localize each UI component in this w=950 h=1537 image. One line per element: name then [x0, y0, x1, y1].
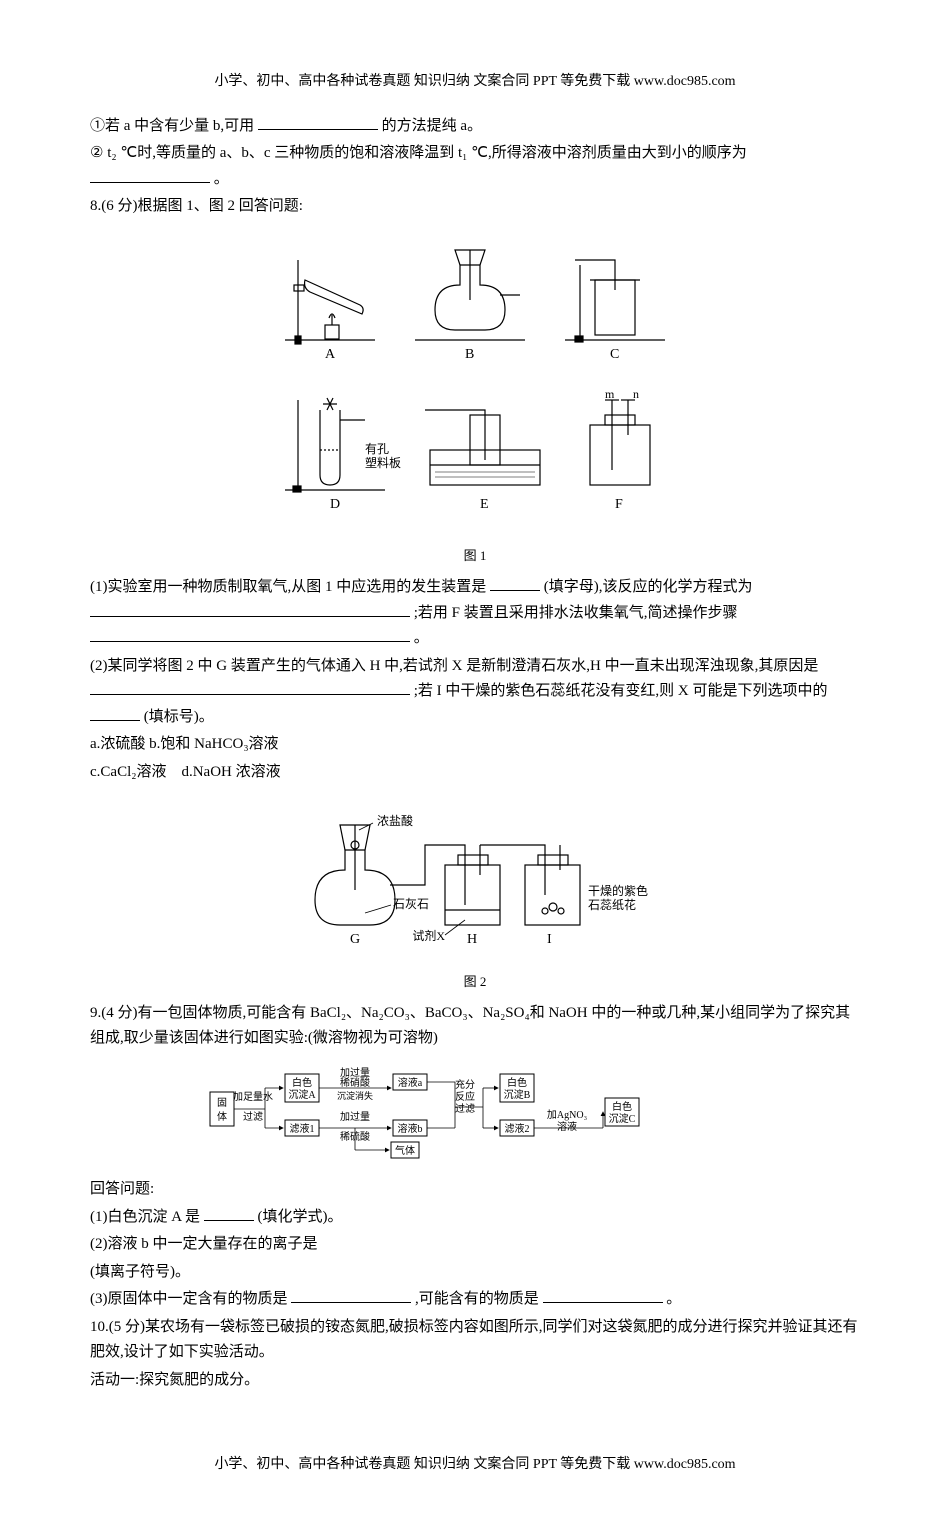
- hcl-label: 浓盐酸: [377, 813, 413, 828]
- label-F: F: [615, 497, 623, 512]
- q9-2b: (填离子符号)。: [90, 1260, 860, 1286]
- svg-text:白色: 白色: [507, 1076, 527, 1089]
- label-B: B: [465, 347, 474, 362]
- label-m: m: [605, 387, 615, 401]
- page-header: 小学、初中、高中各种试卷真题 知识归纳 文案合同 PPT 等免费下载 www.d…: [90, 70, 860, 94]
- label-E: E: [480, 497, 489, 512]
- figure-2: 浓盐酸 石灰石 试剂X 干燥的紫色 石蕊纸花 G H I: [90, 795, 860, 965]
- svg-text:稀硝酸: 稀硝酸: [340, 1076, 370, 1089]
- svg-text:稀硫酸: 稀硫酸: [340, 1130, 370, 1143]
- svg-text:白色: 白色: [612, 1100, 632, 1113]
- q9-title: 9.(4 分)有一包固体物质,可能含有 BaCl₂、Na₂CO₃、BaCO₃、N…: [90, 1001, 860, 1052]
- blank: [258, 114, 378, 130]
- svg-text:加AgNO₃: 加AgNO₃: [547, 1109, 587, 1121]
- q8-1: (1)实验室用一种物质制取氧气,从图 1 中应选用的发生装置是 (填字母),该反…: [90, 575, 860, 652]
- q7-line1: ①若 a 中含有少量 b,可用 的方法提纯 a。: [90, 114, 860, 140]
- svg-text:滤液2: 滤液2: [505, 1122, 530, 1135]
- blank: [90, 679, 410, 695]
- q9-3: (3)原固体中一定含有的物质是 ,可能含有的物质是 。: [90, 1287, 860, 1313]
- label-G: G: [350, 932, 360, 947]
- dry-label: 干燥的紫色: [588, 883, 648, 898]
- label-I: I: [547, 932, 552, 947]
- q8-1a: (1)实验室用一种物质制取氧气,从图 1 中应选用的发生装置是: [90, 579, 486, 595]
- porous-label: 有孔: [365, 442, 389, 456]
- q8-1c: ;若用 F 装置且采用排水法收集氧气,简述操作步骤: [414, 605, 738, 621]
- q10-activity: 活动一:探究氮肥的成分。: [90, 1368, 860, 1394]
- period: 。: [214, 171, 229, 187]
- svg-text:滤液1: 滤液1: [290, 1122, 315, 1135]
- svg-text:体: 体: [217, 1111, 227, 1123]
- q9-2: (2)溶液 b 中一定大量存在的离子是: [90, 1232, 860, 1258]
- q8-2b: ;若 I 中干燥的紫色石蕊纸花没有变红,则 X 可能是下列选项中的: [414, 683, 828, 699]
- svg-text:溶液b: 溶液b: [398, 1122, 423, 1135]
- flower-label: 石蕊纸花: [588, 897, 636, 912]
- fig2-caption: 图 2: [90, 971, 860, 993]
- label-C: C: [610, 347, 619, 362]
- q8-opts-cd: c.CaCl₂溶液 d.NaOH 浓溶液: [90, 760, 860, 786]
- q9-3a: (3)原固体中一定含有的物质是: [90, 1291, 288, 1307]
- blank: [90, 626, 410, 642]
- svg-text:加过量: 加过量: [340, 1110, 370, 1123]
- stone-label: 石灰石: [393, 897, 429, 911]
- period: 。: [666, 1291, 681, 1307]
- svg-text:过滤: 过滤: [243, 1110, 263, 1123]
- q7-1a: ①若 a 中含有少量 b,可用: [90, 118, 254, 134]
- svg-text:沉淀A: 沉淀A: [288, 1088, 316, 1101]
- svg-text:白色: 白色: [292, 1076, 312, 1089]
- q7-1b: 的方法提纯 a。: [382, 118, 482, 134]
- q9-1b: (填化学式)。: [258, 1209, 343, 1225]
- q9-2a: (2)溶液 b 中一定大量存在的离子是: [90, 1236, 318, 1252]
- blank: [543, 1287, 663, 1303]
- q8-1b: (填字母),该反应的化学方程式为: [544, 579, 753, 595]
- svg-text:沉淀B: 沉淀B: [504, 1088, 531, 1101]
- reagentx-label: 试剂X: [412, 928, 445, 943]
- page-footer: 小学、初中、高中各种试卷真题 知识归纳 文案合同 PPT 等免费下载 www.d…: [90, 1453, 860, 1477]
- q8-title: 8.(6 分)根据图 1、图 2 回答问题:: [90, 194, 860, 220]
- q8-2: (2)某同学将图 2 中 G 装置产生的气体通入 H 中,若试剂 X 是新制澄清…: [90, 654, 860, 731]
- blank: [90, 705, 140, 721]
- q8-opts-ab: a.浓硫酸 b.饱和 NaHCO₃溶液: [90, 732, 860, 758]
- svg-text:沉淀消失: 沉淀消失: [337, 1090, 373, 1101]
- q9-1: (1)白色沉淀 A 是 (填化学式)。: [90, 1205, 860, 1231]
- blank: [204, 1205, 254, 1221]
- fig1-caption: 图 1: [90, 545, 860, 567]
- q9-ans-header: 回答问题:: [90, 1177, 860, 1203]
- svg-text:溶液: 溶液: [557, 1120, 577, 1133]
- blank: [291, 1287, 411, 1303]
- label-n: n: [633, 387, 639, 401]
- q9-1a: (1)白色沉淀 A 是: [90, 1209, 200, 1225]
- svg-text:充分: 充分: [455, 1078, 475, 1091]
- figure-1: A B C 有孔 塑料板 D: [90, 230, 860, 540]
- svg-text:沉淀C: 沉淀C: [609, 1112, 636, 1125]
- q8-2a: (2)某同学将图 2 中 G 装置产生的气体通入 H 中,若试剂 X 是新制澄清…: [90, 658, 818, 674]
- label-A: A: [325, 347, 336, 362]
- label-D: D: [330, 497, 340, 512]
- q9-3b: ,可能含有的物质是: [415, 1291, 539, 1307]
- period: 。: [414, 630, 429, 646]
- q10-title: 10.(5 分)某农场有一袋标签已破损的铵态氮肥,破损标签内容如图所示,同学们对…: [90, 1315, 860, 1366]
- plate-label: 塑料板: [365, 455, 401, 470]
- label-H: H: [467, 932, 477, 947]
- svg-text:反应: 反应: [455, 1090, 475, 1103]
- blank: [90, 167, 210, 183]
- q8-2c: (填标号)。: [144, 709, 214, 725]
- svg-text:气体: 气体: [395, 1144, 415, 1157]
- svg-text:过滤: 过滤: [455, 1102, 475, 1115]
- svg-text:固: 固: [217, 1097, 227, 1109]
- q7-line2: ② t₂ ℃时,等质量的 a、b、c 三种物质的饱和溶液降温到 t₁ ℃,所得溶…: [90, 141, 860, 192]
- svg-text:加足量水: 加足量水: [233, 1091, 273, 1103]
- svg-text:溶液a: 溶液a: [398, 1076, 423, 1089]
- blank: [490, 575, 540, 591]
- blank: [90, 601, 410, 617]
- flowchart: 固体 白色沉淀A 滤液1 溶液a 溶液b 气体 白色沉淀B 滤液2 白色沉淀C: [90, 1062, 860, 1172]
- q7-2a: ② t₂ ℃时,等质量的 a、b、c 三种物质的饱和溶液降温到 t₁ ℃,所得溶…: [90, 145, 747, 161]
